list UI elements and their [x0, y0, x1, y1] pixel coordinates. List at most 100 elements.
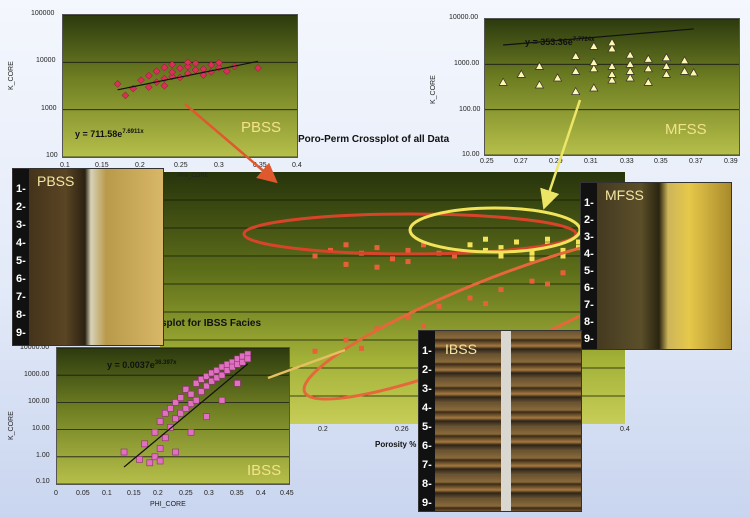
crossplot-point-mfss — [483, 236, 488, 242]
pbss-plot-label: PBSS — [241, 119, 282, 136]
ibss-data-point — [218, 396, 226, 404]
crossplot-point-pbss — [343, 261, 349, 267]
crossplot-point-mfss — [529, 250, 535, 256]
pbss-xtick: 0.1 — [60, 162, 70, 169]
trend-line — [123, 363, 249, 468]
crossplot-point-ibss — [467, 295, 473, 301]
mfss-xtick: 0.35 — [654, 158, 668, 165]
ibss-data-point — [161, 409, 169, 417]
ibss-data-point — [156, 418, 164, 425]
mfss-data-point — [679, 56, 690, 65]
crossplot-point-mfss — [560, 253, 566, 259]
crossplot-point-mfss — [529, 256, 535, 262]
ibss-data-point — [161, 434, 169, 442]
ibss-data-point — [172, 415, 179, 423]
mfss-data-point — [625, 73, 635, 82]
mfss-data-point — [643, 64, 653, 73]
pbss-xtick: 0.25 — [174, 162, 188, 169]
mfss-data-point — [607, 69, 617, 78]
ibss-data-point — [167, 405, 174, 412]
mfss-data-point — [607, 37, 617, 47]
mfss-data-point — [689, 68, 699, 77]
crossplot-point-pbss — [374, 245, 380, 251]
ibss-xtick: 0.3 — [204, 490, 214, 497]
all-data-xtick: 0.2 — [318, 426, 328, 433]
ibss-data-point — [136, 456, 143, 463]
ibss-ytick: 10.00 — [32, 425, 50, 432]
all-data-xtick: 0.26 — [395, 426, 409, 433]
ibss-data-point — [208, 377, 215, 385]
crossplot-point-ibss — [343, 337, 349, 343]
pbss-data-point — [160, 63, 169, 72]
ibss-data-point — [146, 459, 154, 467]
ibss-data-point — [167, 424, 174, 431]
crossplot-point-pbss — [374, 264, 380, 270]
ibss-data-point — [244, 355, 252, 363]
pbss-xtick: 0.4 — [292, 162, 302, 169]
mfss-data-point — [552, 73, 563, 82]
mfss-data-point — [516, 69, 526, 78]
crossplot-point-ibss — [436, 303, 442, 309]
mfss-data-point — [607, 75, 617, 84]
mfss-xtick: 0.31 — [584, 158, 598, 165]
mfss-xtick: 0.27 — [514, 158, 528, 165]
mfss-data-point — [625, 66, 635, 75]
crossplot-point-ibss — [359, 345, 364, 351]
ibss-data-point — [218, 371, 226, 379]
all-data-xlabel: Porosity % — [375, 440, 417, 449]
pbss-crossplot: y = 711.58e7.6911x PBSS — [62, 14, 298, 158]
ibss-data-point — [213, 367, 221, 374]
ibss-depth-ruler: 1- 2- 3- 4- 5- 6- 7- 8- 9- — [419, 331, 435, 511]
crossplot-point-pbss — [405, 247, 411, 253]
mfss-data-point — [607, 61, 617, 70]
ibss-data-point — [156, 445, 164, 452]
crossplot-point-ibss — [529, 278, 535, 284]
pbss-core-label: PBSS — [37, 173, 75, 189]
ibss-data-point — [120, 448, 128, 456]
pbss-data-point — [113, 80, 122, 88]
ibss-data-point — [151, 453, 159, 461]
pbss-core-photo: 1- 2- 3- 4- 5- 6- 7- 8- 9- PBSS — [12, 168, 164, 346]
pbss-ytick: 10000 — [36, 57, 56, 64]
ibss-data-point — [223, 367, 231, 374]
mfss-data-point — [589, 57, 599, 66]
trend-line — [503, 28, 694, 46]
mfss-data-point — [679, 66, 690, 75]
mfss-xtick: 0.39 — [724, 158, 738, 165]
pbss-data-point — [191, 66, 200, 74]
ibss-core-photo: 1- 2- 3- 4- 5- 6- 7- 8- 9- IBSS — [418, 330, 582, 512]
crossplot-point-pbss — [343, 242, 349, 248]
mfss-data-point — [571, 86, 581, 95]
ibss-core-label: IBSS — [445, 341, 477, 357]
mfss-ytick: 10.00 — [462, 151, 480, 158]
pbss-xtick: 0.2 — [135, 162, 145, 169]
pbss-xtick: 0.35 — [253, 162, 267, 169]
pbss-data-point — [144, 83, 153, 91]
pbss-data-point — [160, 81, 169, 90]
ibss-data-point — [187, 390, 195, 398]
mfss-data-point — [661, 61, 672, 70]
ibss-crossplot-svg — [57, 348, 289, 484]
crossplot-point-mfss — [514, 239, 519, 245]
ibss-ytick: 10000.00 — [20, 344, 50, 351]
ibss-data-point — [187, 428, 195, 436]
ibss-ytick: 1000.00 — [24, 371, 50, 378]
ibss-xtick: 0.1 — [102, 490, 112, 497]
ibss-data-point — [239, 358, 246, 366]
all-data-title: Poro-Perm Crossplot of all Data — [298, 134, 450, 145]
ibss-xtick: 0.05 — [76, 490, 90, 497]
mfss-data-point — [571, 51, 581, 60]
ibss-xtick: 0.2 — [153, 490, 163, 497]
trend-line — [117, 60, 259, 91]
pbss-data-point — [254, 64, 262, 72]
ibss-ylabel: K_CORE — [8, 411, 15, 440]
mfss-data-point — [625, 59, 635, 68]
ibss-data-point — [203, 413, 210, 420]
mfss-ylabel: K_CORE — [430, 75, 437, 104]
mfss-xtick: 0.29 — [549, 158, 563, 165]
ibss-crossplot: y = 0.0037e36.397x IBSS — [56, 347, 290, 485]
mfss-data-point — [589, 64, 599, 73]
ibss-ytick: 0.10 — [36, 478, 50, 485]
crossplot-point-ibss — [421, 323, 426, 329]
pbss-data-point — [183, 58, 192, 67]
